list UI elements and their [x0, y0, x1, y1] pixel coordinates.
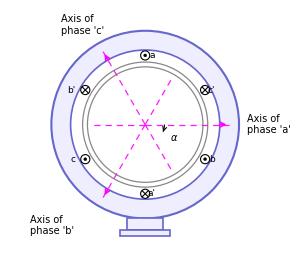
- Text: Axis of
phase 'c': Axis of phase 'c': [61, 14, 104, 36]
- Circle shape: [141, 189, 150, 198]
- Circle shape: [141, 51, 150, 60]
- Circle shape: [82, 62, 208, 187]
- Text: a: a: [149, 51, 154, 60]
- Circle shape: [51, 31, 239, 218]
- FancyBboxPatch shape: [120, 230, 170, 236]
- Circle shape: [88, 67, 203, 182]
- Text: Axis of
phase 'a': Axis of phase 'a': [248, 114, 291, 135]
- Circle shape: [70, 50, 220, 199]
- FancyBboxPatch shape: [127, 218, 163, 230]
- Circle shape: [144, 54, 147, 57]
- Circle shape: [81, 155, 90, 164]
- Circle shape: [200, 85, 210, 94]
- Text: c': c': [208, 86, 215, 94]
- Circle shape: [200, 155, 210, 164]
- Circle shape: [84, 158, 87, 161]
- Circle shape: [81, 85, 90, 94]
- Text: b: b: [209, 155, 214, 164]
- Text: a': a': [148, 189, 156, 198]
- Text: Axis of
phase 'b': Axis of phase 'b': [30, 215, 74, 236]
- Text: b': b': [67, 86, 75, 94]
- Circle shape: [204, 158, 207, 161]
- Text: c: c: [71, 155, 76, 164]
- Text: $\alpha$: $\alpha$: [170, 133, 179, 143]
